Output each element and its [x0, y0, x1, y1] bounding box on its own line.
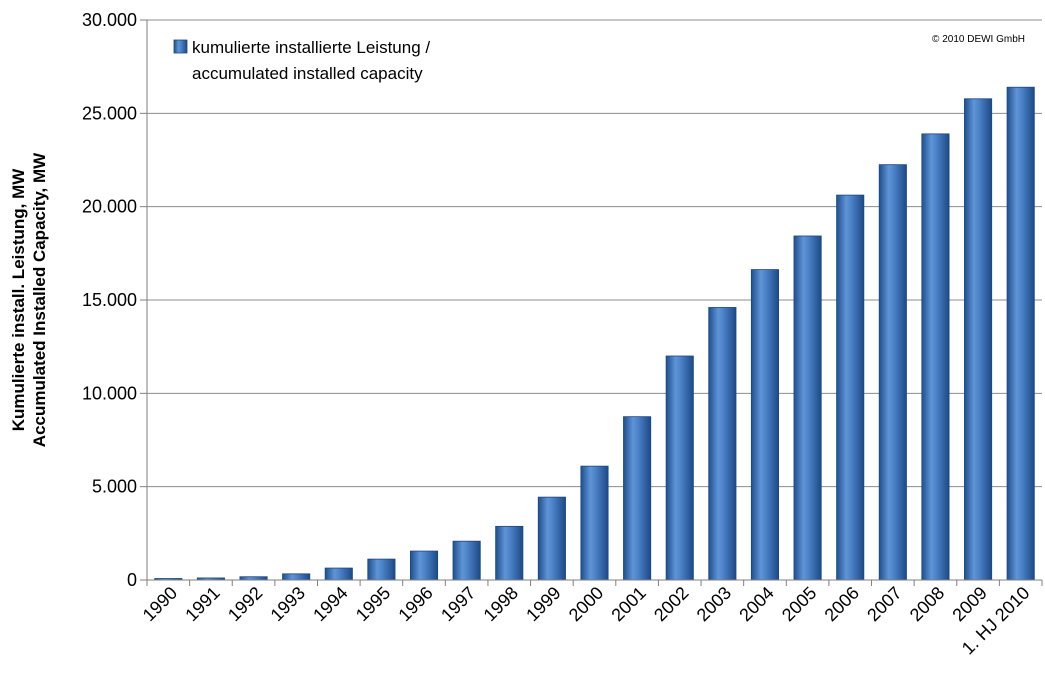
- x-tick-label: 1994: [309, 583, 351, 625]
- y-axis-title: Kumulierte install. Leistung, MW Accumula…: [9, 152, 49, 447]
- bar-2000: [580, 465, 609, 581]
- bar-1993: [282, 573, 311, 581]
- x-tick-label: 1997: [437, 583, 479, 625]
- x-tick-label: 2006: [821, 583, 863, 625]
- x-tick-label: 1993: [267, 583, 309, 625]
- x-tick-label: 1999: [522, 583, 564, 625]
- x-tick-label: 1995: [352, 583, 394, 625]
- x-tick-label: 2008: [906, 583, 948, 625]
- x-tick-label: 1996: [394, 583, 436, 625]
- legend-label: kumulierte installierte Leistung /: [192, 38, 430, 57]
- y-tick-label: 25.000: [82, 103, 137, 123]
- bar-1998: [495, 525, 524, 581]
- bar-2001: [623, 416, 652, 581]
- x-tick-label: 2007: [863, 583, 905, 625]
- bar-1995: [367, 558, 396, 581]
- x-tick-label: 2002: [650, 583, 692, 625]
- copyright-note: © 2010 DEWI GmbH: [932, 34, 1025, 45]
- y-axis-title-line: Accumulated Installed Capacity, MW: [30, 152, 49, 447]
- x-tick-label: 2000: [565, 583, 607, 625]
- grid-lines: [147, 19, 1042, 488]
- x-tick-label: 1992: [224, 583, 266, 625]
- bar-2004: [750, 269, 780, 581]
- y-tick-label: 30.000: [82, 10, 137, 30]
- bar-1997: [452, 540, 481, 581]
- y-tick-label: 15.000: [82, 290, 137, 310]
- bars: [154, 86, 1035, 581]
- bar-2006: [836, 194, 865, 581]
- bar-1994: [324, 567, 353, 581]
- bar-2005: [793, 235, 822, 581]
- y-axis-title-line: Kumulierte install. Leistung, MW: [9, 168, 28, 432]
- bar-2009: [964, 98, 993, 581]
- y-tick-label: 20.000: [82, 197, 137, 217]
- x-tick-label: 1990: [139, 583, 181, 625]
- bar-2008: [921, 133, 950, 581]
- bar-2007: [878, 164, 907, 581]
- legend-swatch: [173, 39, 188, 54]
- legend-label: accumulated installed capacity: [192, 64, 423, 83]
- y-tick-label: 10.000: [82, 383, 137, 403]
- y-tick-label: 0: [127, 570, 137, 590]
- legend: kumulierte installierte Leistung / accumu…: [173, 38, 430, 83]
- x-tick-label: 2003: [693, 583, 735, 625]
- x-tick-label: 2005: [778, 583, 820, 625]
- x-tick-label: 2004: [735, 583, 777, 625]
- y-tick-label: 5.000: [92, 477, 137, 497]
- bar-2002: [665, 355, 694, 581]
- x-tick-label: 1991: [181, 583, 223, 625]
- x-tick-label: 1998: [480, 583, 522, 625]
- bar-1996: [409, 550, 439, 581]
- bar-1-hj-2010: [1006, 86, 1035, 581]
- bar-2003: [708, 307, 737, 581]
- x-tick-label: 2001: [607, 583, 649, 625]
- bar-1999: [537, 496, 566, 581]
